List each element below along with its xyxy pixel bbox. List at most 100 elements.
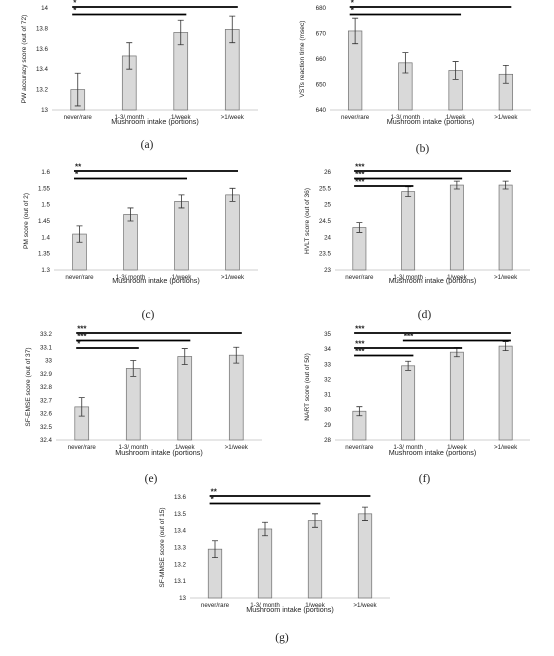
x-tick-label: never/rare — [64, 114, 93, 121]
error-bar — [76, 225, 83, 243]
y-tick-label: 13.1 — [174, 578, 187, 585]
bar — [123, 214, 138, 271]
y-tick-label: 1.4 — [41, 234, 50, 241]
x-tick-label: 1-3/ month — [114, 114, 144, 121]
x-tick-label: never/rare — [345, 444, 374, 451]
error-bar — [356, 406, 363, 417]
bar — [174, 201, 189, 271]
x-tick-label: never/rare — [345, 274, 374, 281]
error-bar — [127, 207, 134, 222]
panel-label: (c) — [142, 309, 155, 321]
y-axis-title: SF-MMSE score (out of 15) — [159, 507, 166, 587]
panel-label: (f) — [419, 473, 431, 485]
y-tick-label: 32 — [324, 376, 331, 383]
y-tick-label: 29 — [324, 422, 331, 429]
bar — [228, 354, 244, 441]
bar — [498, 184, 513, 271]
panel-d: 23 23.5 24 24.5 25 25.5 26 HVLT score (out of 3… — [304, 163, 530, 321]
x-tick-label: never/rare — [68, 444, 97, 451]
x-tick-label: never/rare — [201, 602, 230, 609]
y-tick-label: 1.3 — [41, 267, 50, 274]
y-tick-label: 32.8 — [40, 384, 53, 391]
y-tick-label: 680 — [316, 5, 327, 12]
x-tick-label: 1/week — [171, 114, 192, 121]
bar — [449, 184, 464, 271]
error-bar — [452, 61, 459, 80]
y-axis-title: HVLT score (out of 36) — [304, 188, 311, 254]
significance-label: ** — [211, 488, 218, 497]
y-tick-label: 25 — [324, 202, 331, 209]
bar — [225, 194, 240, 271]
y-axis-title: VSTs reaction time (msec) — [299, 21, 306, 98]
x-tick-label: 1-3/ month — [118, 444, 148, 451]
x-tick-label: >1/week — [494, 114, 518, 121]
error-bar — [405, 360, 412, 371]
error-bar — [356, 222, 363, 233]
x-axis-title: Mushroom intake (portions) — [111, 117, 198, 126]
y-tick-label: 33.1 — [40, 344, 53, 351]
error-bar — [233, 346, 240, 364]
bar — [498, 345, 513, 441]
y-tick-label: 23.5 — [319, 251, 332, 258]
bar — [177, 356, 193, 441]
significance-label: *** — [404, 332, 414, 341]
y-tick-label: 32.6 — [40, 411, 53, 418]
y-tick-label: 13.2 — [174, 561, 187, 568]
y-tick-label: 660 — [316, 56, 327, 63]
significance-label: *** — [355, 163, 365, 172]
x-tick-label: 1/week — [447, 444, 468, 451]
y-tick-label: 31 — [324, 392, 331, 399]
x-axis-title: Mushroom intake (portions) — [246, 605, 333, 614]
significance-label: *** — [355, 340, 365, 349]
x-axis-title: Mushroom intake (portions) — [115, 448, 202, 457]
y-tick-label: 13.2 — [36, 87, 49, 94]
significance-label: * — [77, 340, 81, 349]
y-tick-label: 13.4 — [36, 66, 49, 73]
y-tick-label: 13.5 — [174, 511, 187, 518]
significance-label: * — [73, 0, 77, 8]
y-tick-label: 1.6 — [41, 169, 50, 176]
x-tick-label: >1/week — [221, 114, 245, 121]
y-tick-label: 1.35 — [38, 251, 51, 258]
y-tick-label: 24.5 — [319, 218, 332, 225]
panel-e: 32.4 32.5 32.6 32.7 32.8 32.9 33 33.1 33.2 SF-EMS… — [25, 325, 262, 485]
y-tick-label: 30 — [324, 407, 331, 414]
error-bar — [502, 180, 509, 190]
significance-label: ** — [75, 163, 82, 172]
panel-label: (a) — [141, 139, 154, 151]
error-bar — [130, 360, 137, 377]
significance-label: *** — [355, 325, 365, 334]
significance-label: *** — [77, 325, 87, 334]
y-tick-label: 13.4 — [174, 528, 187, 535]
y-tick-label: 26 — [324, 169, 331, 176]
x-axis-title: Mushroom intake (portions) — [389, 276, 476, 285]
y-tick-label: 13 — [41, 107, 48, 114]
panel-b: 640 650 660 670 680 VSTs reaction time (msec)… — [299, 0, 531, 155]
x-tick-label: 1-3/ month — [250, 602, 280, 609]
bar — [307, 520, 323, 599]
y-tick-label: 24 — [324, 234, 331, 241]
panel-g: 13 13.1 13.2 13.3 13.4 13.5 13.6 SF-MMSE score … — [159, 488, 390, 644]
y-tick-label: 1.45 — [38, 218, 51, 225]
y-axis-title: PM score (out of 2) — [23, 193, 30, 249]
error-bar — [402, 52, 409, 74]
x-tick-label: >1/week — [494, 444, 518, 451]
y-tick-label: 32.4 — [40, 437, 53, 444]
error-bar — [126, 42, 133, 70]
panel-label: (e) — [145, 473, 158, 485]
x-tick-label: 1-3/ month — [391, 114, 421, 121]
error-bar — [262, 521, 268, 537]
panel-a: 13 13.2 13.4 13.6 13.8 14 PW accuracy score (o… — [21, 0, 258, 151]
x-tick-label: 1/week — [175, 444, 196, 451]
y-tick-label: 13.8 — [36, 25, 49, 32]
significance-label: * — [211, 495, 215, 504]
significance-label: *** — [355, 347, 365, 356]
significance-label: *** — [77, 332, 87, 341]
y-axis-title: SF-EMSE score (out of 37) — [25, 347, 32, 426]
y-axis-title: PW accuracy score (out of 72) — [21, 15, 28, 104]
y-tick-label: 13 — [179, 595, 186, 602]
y-tick-label: 640 — [316, 107, 327, 114]
x-tick-label: 1-3/ month — [116, 274, 146, 281]
error-bar — [229, 15, 236, 44]
